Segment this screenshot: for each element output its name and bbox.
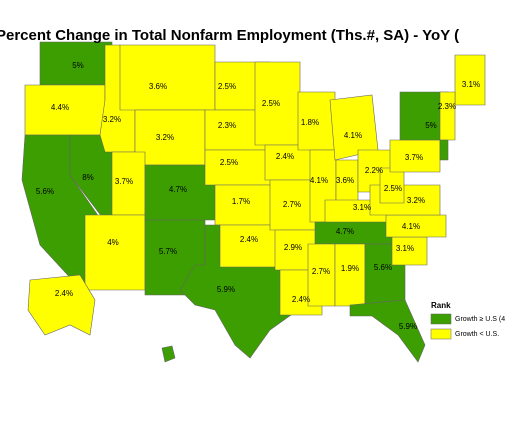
- state-label: 2.5%: [262, 99, 280, 108]
- state: [161, 345, 176, 363]
- state-label: 3.2%: [156, 133, 174, 142]
- state-label: 1.7%: [232, 197, 250, 206]
- state-label: 3.7%: [115, 177, 133, 186]
- legend-swatch: [430, 313, 452, 325]
- state-label: 2.5%: [384, 184, 402, 193]
- legend-label: Growth ≥ U.S (4: [455, 316, 505, 323]
- state-labels: 5% 4.4% 5.6% 8% 3.2% 3.6% 3.2% 3.7% 4% 4.7% 5.7% 2.…: [36, 61, 480, 331]
- state-label: 3.1%: [396, 244, 414, 253]
- state-label: 5%: [425, 121, 437, 130]
- legend: Growth ≥ U.S (4 Growth < U.S.: [430, 313, 505, 340]
- state: [334, 243, 366, 307]
- state-label: 4.1%: [310, 176, 328, 185]
- state-label: 3.6%: [336, 176, 354, 185]
- states: [21, 41, 486, 363]
- state-label: 2.5%: [218, 82, 236, 91]
- legend-title: Rank: [431, 301, 451, 310]
- state: [119, 44, 216, 111]
- state-label: 4.1%: [402, 222, 420, 231]
- state-label: 2.7%: [283, 200, 301, 209]
- state-label: 5.9%: [217, 285, 235, 294]
- state-label: 5.7%: [159, 247, 177, 256]
- state-label: 1.9%: [341, 264, 359, 273]
- state-label: 3.7%: [405, 153, 423, 162]
- state-label: 5%: [72, 61, 84, 70]
- state-label: 3.6%: [149, 82, 167, 91]
- state-label: 5.6%: [36, 187, 54, 196]
- state-label: 8%: [82, 173, 94, 182]
- state-label: 2.7%: [312, 267, 330, 276]
- state-label: 5.9%: [399, 322, 417, 331]
- state: [349, 299, 426, 363]
- state-label: 2.4%: [292, 295, 310, 304]
- state-label: 3.1%: [353, 203, 371, 212]
- state-label: 4.7%: [169, 185, 187, 194]
- state-label: 2.2%: [365, 166, 383, 175]
- state-label: 2.5%: [220, 158, 238, 167]
- state-label: 2.4%: [55, 289, 73, 298]
- state-label: 4.7%: [336, 227, 354, 236]
- state-label: 2.3%: [438, 102, 456, 111]
- legend-swatch: [430, 328, 452, 340]
- state: [439, 139, 449, 161]
- state-label: 2.9%: [284, 243, 302, 252]
- state-label: 2.4%: [240, 235, 258, 244]
- state-label: 2.4%: [276, 152, 294, 161]
- state: [439, 91, 456, 141]
- state-label: 3.2%: [407, 196, 425, 205]
- state-label: 3.2%: [103, 115, 121, 124]
- state-label: 1.8%: [301, 118, 319, 127]
- state-label: 4%: [107, 238, 119, 247]
- state-label: 2.3%: [218, 121, 236, 130]
- state: [454, 54, 486, 106]
- state: [27, 274, 96, 336]
- state: [84, 214, 146, 291]
- state-label: 3.1%: [462, 80, 480, 89]
- map-title: Percent Change in Total Nonfarm Employme…: [0, 27, 459, 44]
- legend-label: Growth < U.S.: [455, 331, 499, 338]
- state-label: 4.1%: [344, 131, 362, 140]
- state: [179, 224, 306, 359]
- state-label: 5.6%: [374, 263, 392, 272]
- state-label: 4.4%: [51, 103, 69, 112]
